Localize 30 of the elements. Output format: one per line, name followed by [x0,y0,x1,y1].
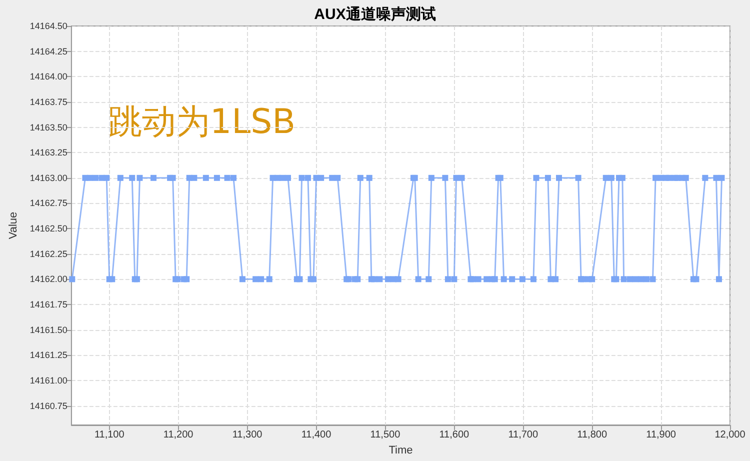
y-tick-label: 14161.25 [30,350,68,360]
x-tick-label: 12,000 [714,430,746,440]
y-tick-label: 14163.00 [30,172,68,183]
y-tick-label: 14161.50 [30,324,68,335]
y-tick-label: 14163.25 [30,148,68,158]
x-tick-label: 11,700 [508,430,538,440]
x-tick-label: 11,400 [301,430,332,440]
y-tick-label: 14163.75 [30,96,68,107]
x-axis-title: Time [388,444,413,456]
y-axis-title: Value [8,212,20,240]
x-tick-label: 11,600 [439,430,470,440]
x-tick-label: 11,300 [232,430,263,440]
y-tick-label: 14160.75 [30,400,68,411]
x-tick-label: 11,100 [94,430,125,440]
y-tick-label: 14164.00 [30,72,68,82]
annotation: 跳动为1LSB [108,102,296,142]
y-tick-label: 14164.25 [30,46,68,56]
y-tick-label: 14162.00 [30,274,68,284]
chart-title: AUX通道噪声测试 [314,6,436,23]
x-tick-label: 11,200 [163,430,194,440]
y-tick-label: 14164.50 [30,21,68,31]
x-tick-label: 11,900 [646,430,676,440]
y-tick-label: 14162.25 [30,248,68,259]
y-tick-label: 14163.50 [30,122,68,132]
x-tick-label: 11,500 [370,430,401,440]
x-tick-label: 11,800 [577,430,608,440]
y-tick-label: 14162.50 [30,224,68,234]
y-tick-label: 14161.75 [30,299,68,310]
y-tick-label: 14162.75 [30,198,68,208]
y-tick-label: 14161.00 [30,375,68,386]
